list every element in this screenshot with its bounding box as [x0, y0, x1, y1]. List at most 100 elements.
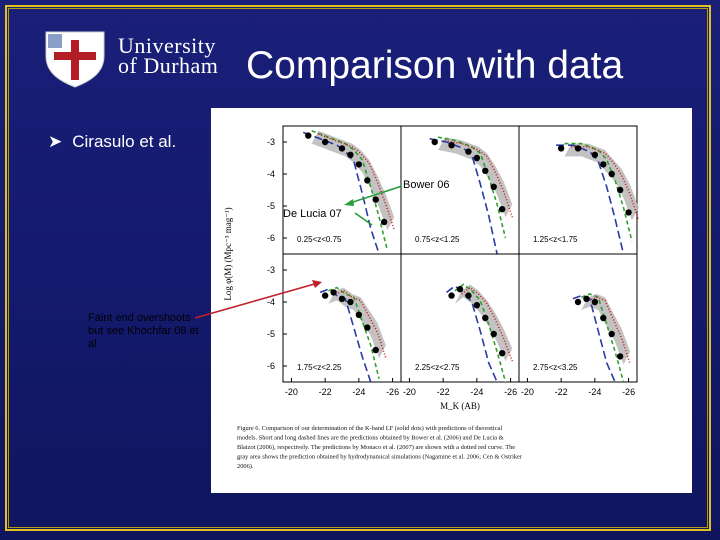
delucia-arrow [354, 212, 373, 226]
bower-curve [446, 284, 498, 383]
panel-label: 1.75<z<2.25 [297, 363, 342, 372]
durham-shield-logo [45, 31, 105, 88]
data-point [380, 218, 388, 226]
x-tick-label: -20 [403, 387, 416, 397]
data-point [482, 314, 489, 322]
bower-curve [556, 144, 625, 255]
caption-line: gray area shows the prediction obtained … [237, 454, 523, 461]
y-tick-label: -5 [267, 201, 275, 211]
simulation-band [581, 294, 631, 365]
data-point [456, 286, 464, 293]
monaco-curve [444, 139, 514, 218]
data-point [583, 295, 590, 302]
data-point [305, 132, 312, 139]
panel-label: 2.75<z<3.25 [533, 363, 578, 372]
data-point [347, 151, 354, 158]
x-tick-label: -20 [285, 387, 298, 397]
data-point [600, 314, 607, 322]
data-point [364, 177, 371, 184]
y-tick-label: -5 [267, 329, 275, 339]
caption-line: Figure 6. Comparison of our determinatio… [237, 425, 502, 432]
data-point [608, 170, 615, 178]
annotation-bower: Bower 06 [403, 179, 450, 191]
panel-label: 2.25<z<2.75 [415, 363, 460, 372]
caption-line: 2006). [237, 463, 254, 470]
delucia-curve [437, 136, 507, 239]
delucia-curve [581, 293, 625, 383]
x-tick-label: -26 [504, 387, 517, 397]
data-point [625, 209, 632, 216]
annotation-delucia: De Lucia 07 [283, 208, 342, 220]
slide-title: Comparison with data [246, 44, 624, 87]
data-point [616, 186, 624, 194]
x-tick-label: -22 [319, 387, 332, 397]
data-point [355, 161, 363, 168]
data-point [431, 138, 438, 146]
data-point [473, 302, 481, 309]
university-line1: University [118, 33, 216, 58]
data-point [498, 350, 506, 357]
data-point [600, 161, 607, 168]
data-point [321, 292, 329, 299]
data-point [574, 298, 582, 306]
bower-curve [429, 138, 498, 255]
y-tick-label: -4 [267, 297, 275, 307]
bullet-item: ➤ Cirasulo et al. [48, 132, 176, 152]
panel-label: 0.25<z<0.75 [297, 235, 342, 244]
slide-inner-border [8, 8, 708, 528]
x-tick-label: -24 [588, 387, 601, 397]
delucia-curve [311, 130, 389, 251]
panel-frame [518, 253, 638, 383]
panel-label: 1.25<z<1.75 [533, 235, 578, 244]
data-point [591, 151, 599, 158]
x-axis-label: M_K (AB) [440, 401, 480, 411]
bower-arrow [349, 185, 403, 204]
y-tick-label: -3 [267, 265, 275, 275]
x-tick-label: -24 [470, 387, 483, 397]
data-point [490, 330, 497, 338]
faint-end-line [194, 282, 319, 319]
data-point [347, 298, 354, 306]
data-point [372, 346, 379, 354]
data-point [591, 298, 599, 306]
y-tick-label: -4 [267, 169, 275, 179]
y-tick-label: -3 [267, 137, 275, 147]
data-point [465, 292, 472, 299]
x-tick-label: -24 [352, 387, 365, 397]
delucia-curve [564, 142, 633, 242]
bower-curve [319, 288, 372, 383]
slide-border [5, 5, 711, 531]
data-point [498, 206, 506, 213]
x-tick-label: -26 [386, 387, 399, 397]
simulation-band [454, 284, 513, 362]
data-point [473, 154, 481, 162]
monaco-curve [461, 286, 514, 362]
data-point [574, 145, 582, 152]
lf-chart: 0.25<z<0.75 -3 -4 -5 -6 0.75<z<1.25 1.25<z<1.7… [223, 125, 640, 470]
data-point [338, 145, 346, 152]
delucia-curve [454, 283, 507, 383]
paper-figure: 0.25<z<0.75 -3 -4 -5 -6 0.75<z<1.25 1.25<z<1.7… [211, 108, 692, 493]
caption-line: Blaizot (2006), respectively. The predic… [237, 444, 515, 451]
bower-curve [572, 294, 616, 383]
data-point [330, 289, 337, 296]
arrow-bullet-icon: ➤ [48, 132, 63, 151]
data-point [557, 145, 565, 152]
x-tick-label: -22 [437, 387, 450, 397]
y-tick-label: -6 [267, 361, 275, 371]
y-tick-label: -6 [267, 233, 275, 243]
data-point [321, 138, 329, 146]
x-tick-label: -26 [622, 387, 635, 397]
university-wordmark: University of Durham [118, 33, 218, 77]
x-tick-label: -22 [555, 387, 568, 397]
data-point [364, 324, 371, 331]
data-point [372, 196, 379, 203]
data-point [465, 148, 472, 155]
y-axis-label: Log φ(M) (Mpc⁻³ mag⁻¹) [223, 207, 233, 300]
data-point [355, 311, 363, 318]
data-point [608, 330, 615, 338]
data-point [616, 353, 624, 360]
bullet-text: Cirasulo et al. [72, 132, 177, 151]
